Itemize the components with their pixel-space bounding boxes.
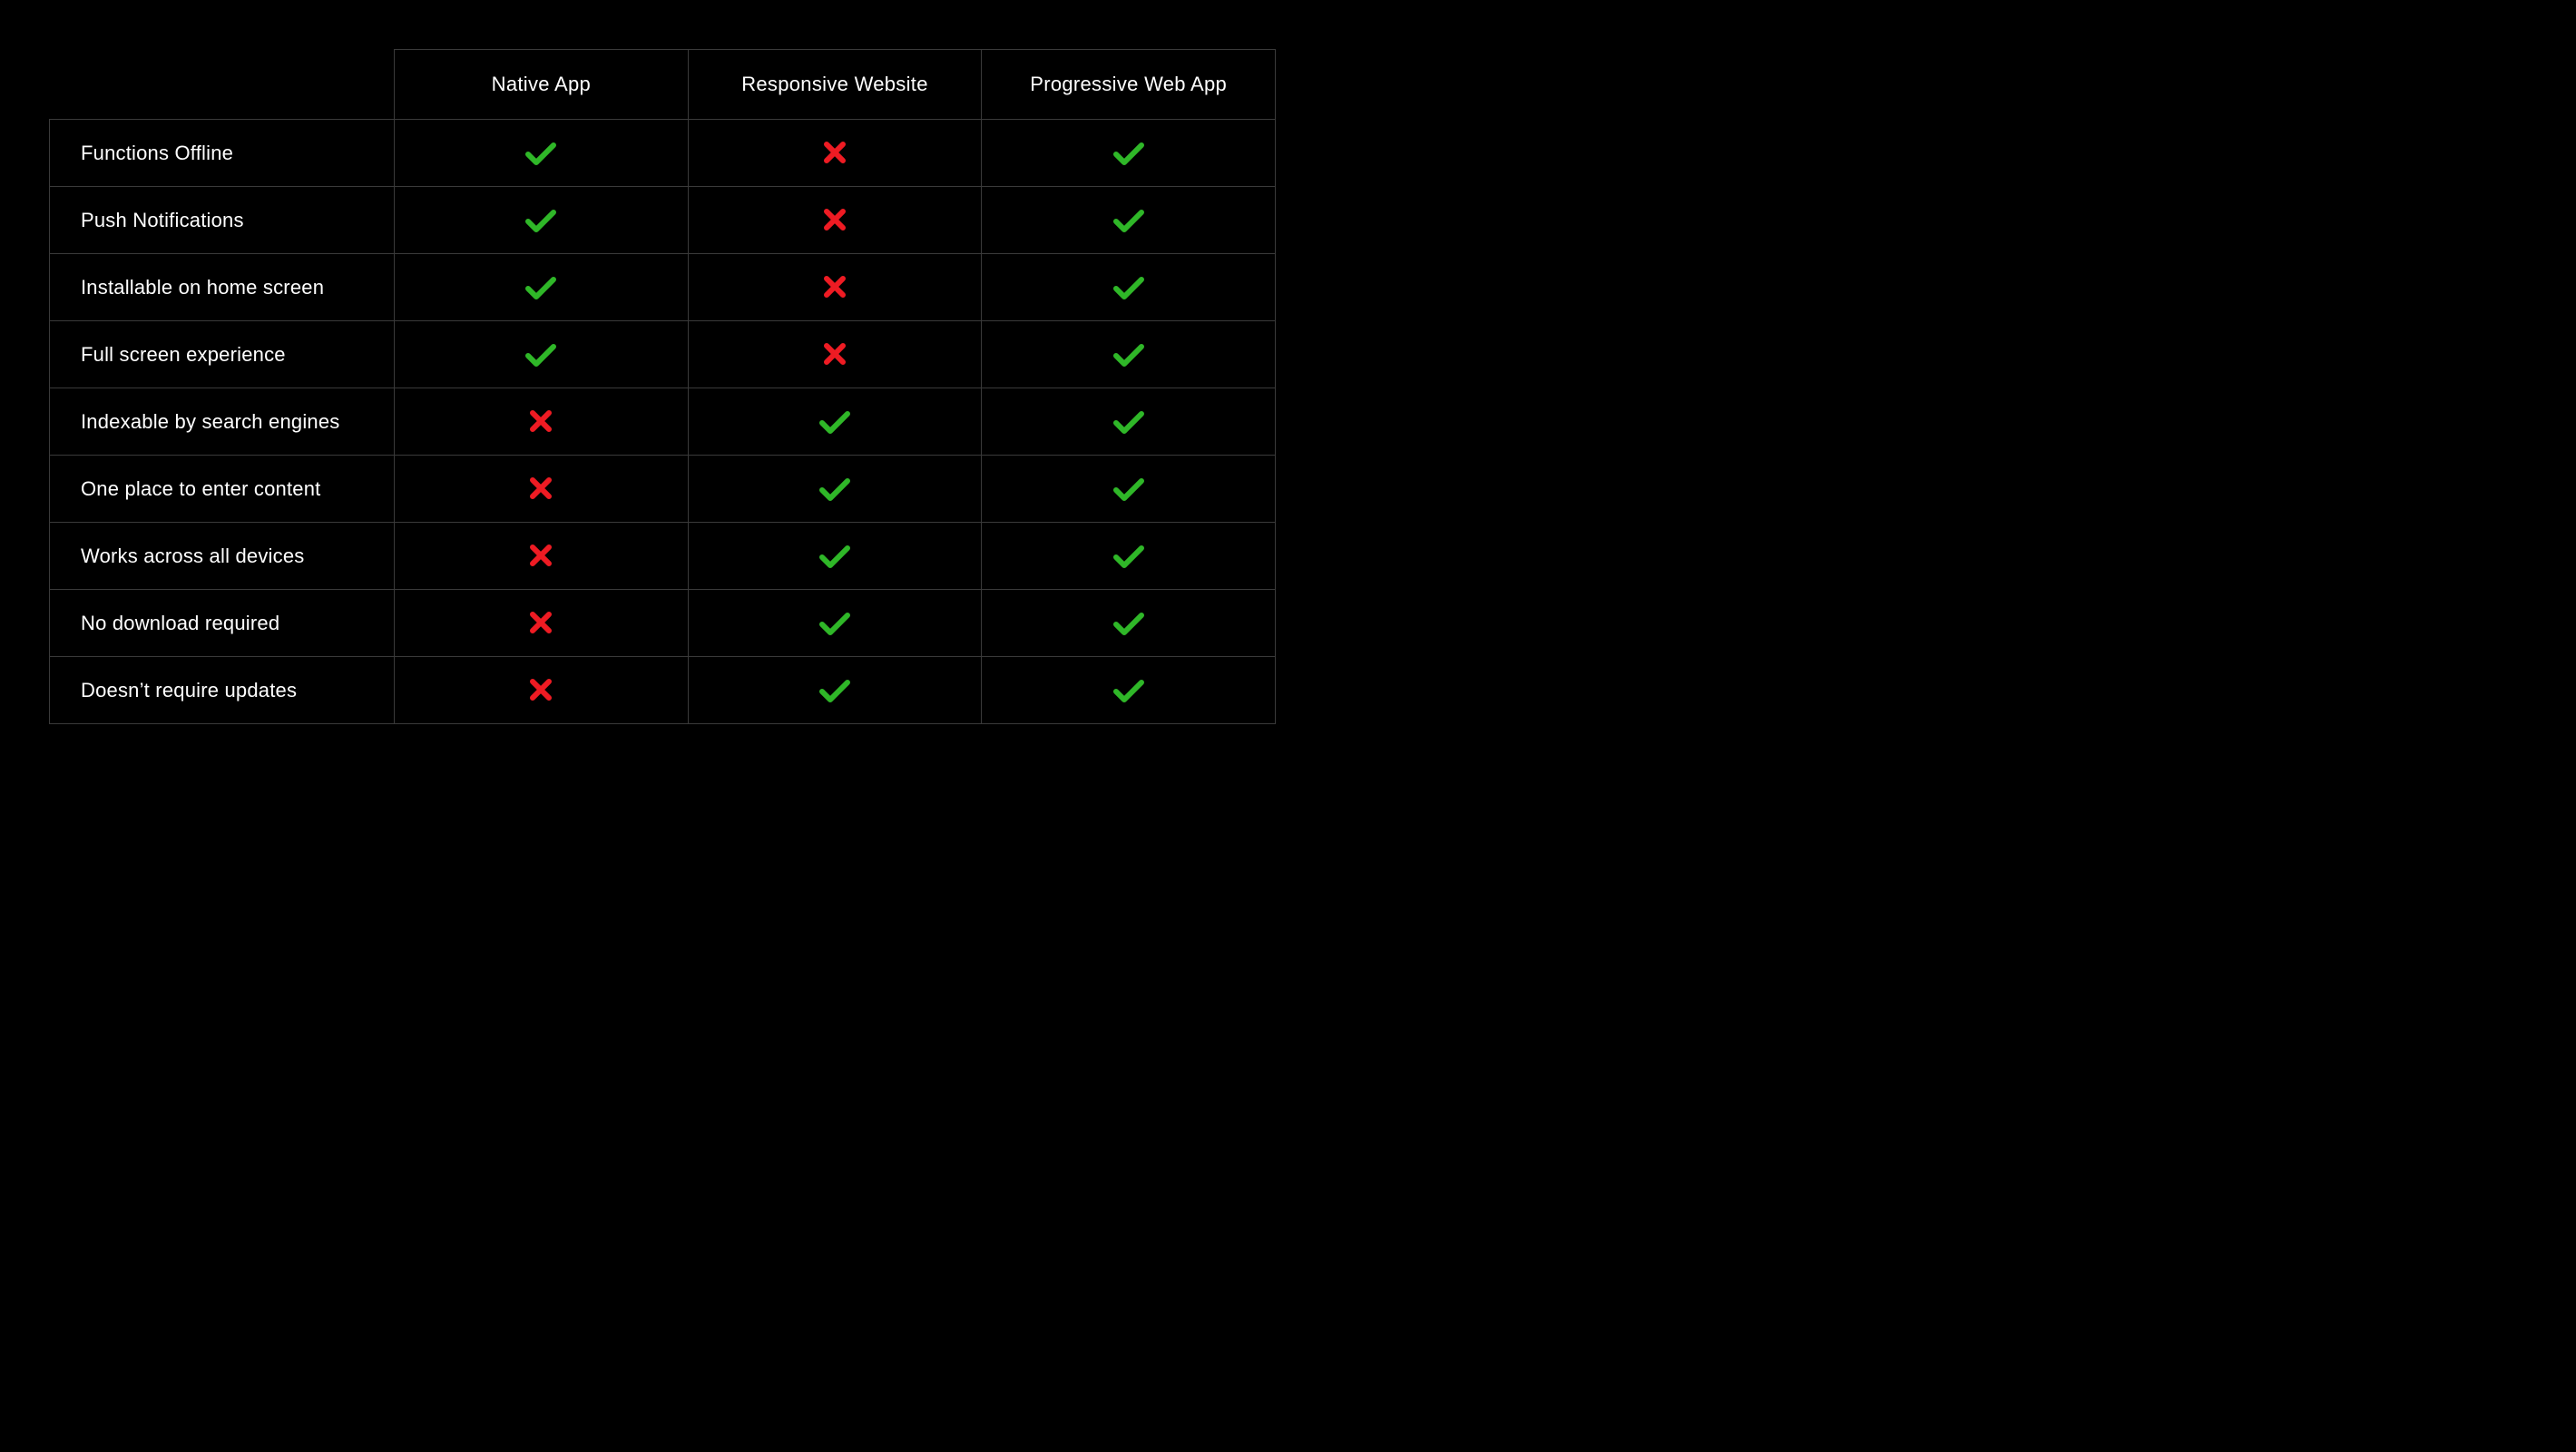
feature-label: No download required: [50, 590, 395, 657]
cell-native: [395, 657, 689, 724]
check-icon: [818, 543, 851, 570]
cross-icon: [524, 610, 557, 637]
cell-pwa: [982, 523, 1276, 590]
cross-icon: [818, 341, 851, 368]
cell-pwa: [982, 120, 1276, 187]
check-icon: [524, 140, 557, 167]
table-body: Functions Offline Push Notifications Ins…: [50, 120, 1276, 724]
feature-label: Functions Offline: [50, 120, 395, 187]
feature-label: Indexable by search engines: [50, 388, 395, 456]
cell-pwa: [982, 321, 1276, 388]
cell-responsive: [688, 388, 982, 456]
feature-label: Installable on home screen: [50, 254, 395, 321]
table-row: Functions Offline: [50, 120, 1276, 187]
check-icon: [818, 610, 851, 637]
cell-responsive: [688, 590, 982, 657]
feature-label: One place to enter content: [50, 456, 395, 523]
cell-pwa: [982, 456, 1276, 523]
cell-pwa: [982, 254, 1276, 321]
cell-native: [395, 523, 689, 590]
table-row: No download required: [50, 590, 1276, 657]
cell-native: [395, 321, 689, 388]
check-icon: [1112, 140, 1145, 167]
feature-label: Push Notifications: [50, 187, 395, 254]
cell-responsive: [688, 187, 982, 254]
cell-responsive: [688, 456, 982, 523]
table-row: One place to enter content: [50, 456, 1276, 523]
table-row: Works across all devices: [50, 523, 1276, 590]
check-icon: [818, 476, 851, 503]
cell-native: [395, 456, 689, 523]
check-icon: [818, 677, 851, 704]
feature-label: Full screen experience: [50, 321, 395, 388]
cross-icon: [524, 677, 557, 704]
cell-native: [395, 120, 689, 187]
check-icon: [524, 207, 557, 234]
check-icon: [1112, 341, 1145, 368]
table-row: Doesn’t require updates: [50, 657, 1276, 724]
check-icon: [1112, 677, 1145, 704]
check-icon: [1112, 476, 1145, 503]
header-blank: [50, 50, 395, 120]
check-icon: [818, 408, 851, 436]
table-header: Native App Responsive Website Progressiv…: [50, 50, 1276, 120]
cross-icon: [524, 476, 557, 503]
cell-responsive: [688, 523, 982, 590]
cell-responsive: [688, 657, 982, 724]
cell-native: [395, 590, 689, 657]
check-icon: [1112, 543, 1145, 570]
cross-icon: [524, 543, 557, 570]
comparison-table: Native App Responsive Website Progressiv…: [49, 49, 1276, 724]
table-row: Push Notifications: [50, 187, 1276, 254]
check-icon: [1112, 408, 1145, 436]
check-icon: [1112, 207, 1145, 234]
check-icon: [1112, 274, 1145, 301]
table-row: Full screen experience: [50, 321, 1276, 388]
table-row: Installable on home screen: [50, 254, 1276, 321]
cell-pwa: [982, 590, 1276, 657]
comparison-table-container: Native App Responsive Website Progressiv…: [0, 0, 1325, 745]
cross-icon: [818, 274, 851, 301]
feature-label: Doesn’t require updates: [50, 657, 395, 724]
cell-native: [395, 388, 689, 456]
feature-label: Works across all devices: [50, 523, 395, 590]
check-icon: [524, 341, 557, 368]
header-responsive: Responsive Website: [688, 50, 982, 120]
check-icon: [1112, 610, 1145, 637]
cell-pwa: [982, 657, 1276, 724]
header-native: Native App: [395, 50, 689, 120]
cell-native: [395, 254, 689, 321]
cell-responsive: [688, 321, 982, 388]
cell-pwa: [982, 388, 1276, 456]
cross-icon: [818, 140, 851, 167]
cell-responsive: [688, 254, 982, 321]
table-row: Indexable by search engines: [50, 388, 1276, 456]
cell-native: [395, 187, 689, 254]
check-icon: [524, 274, 557, 301]
cell-responsive: [688, 120, 982, 187]
header-pwa: Progressive Web App: [982, 50, 1276, 120]
cross-icon: [524, 408, 557, 436]
cell-pwa: [982, 187, 1276, 254]
cross-icon: [818, 207, 851, 234]
